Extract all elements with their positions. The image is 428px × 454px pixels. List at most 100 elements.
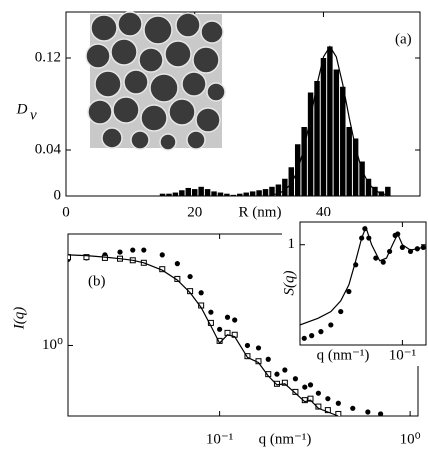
bar — [301, 127, 307, 196]
y-tick-label: 0 — [54, 187, 62, 203]
fit-line — [300, 225, 424, 326]
circle-marker — [244, 342, 251, 349]
bar — [237, 193, 243, 196]
circle-marker — [325, 396, 331, 402]
plot-area — [159, 45, 391, 196]
circle-marker — [208, 309, 214, 315]
x-tick-label: 10⁰ — [400, 431, 421, 447]
circle-marker — [130, 247, 136, 253]
bar — [365, 178, 372, 196]
bar — [179, 190, 185, 196]
panel-label: (b) — [88, 273, 106, 289]
circle-marker — [365, 409, 371, 415]
bar — [282, 178, 288, 196]
inset-background — [282, 216, 428, 366]
bar — [198, 186, 204, 196]
circle-marker — [117, 249, 123, 255]
square-marker — [83, 254, 90, 261]
circle-marker — [255, 345, 262, 351]
fit-line — [271, 45, 388, 196]
circle-marker — [309, 333, 315, 339]
bar — [262, 189, 269, 196]
bar — [249, 191, 256, 196]
y-axis-label: D — [16, 101, 28, 117]
square-marker — [273, 380, 280, 387]
bar — [230, 194, 237, 196]
plot-frame — [299, 221, 427, 346]
circle-marker — [274, 371, 280, 377]
circle-marker — [302, 384, 308, 390]
x-axis-label: R (nm) — [239, 204, 282, 220]
bar — [224, 193, 230, 196]
circle-marker — [232, 317, 238, 323]
bar — [159, 193, 166, 196]
square-marker — [292, 388, 299, 395]
inset: 10⁻¹ 1 q (nm⁻¹) S(q) — [281, 221, 427, 363]
y-tick-label: 0.12 — [35, 49, 61, 65]
bar — [320, 58, 327, 196]
circle-marker — [328, 322, 334, 328]
square-marker — [68, 254, 71, 261]
bar — [269, 186, 275, 196]
square-marker — [244, 353, 251, 360]
circle-marker — [335, 400, 341, 406]
circle-marker — [265, 356, 271, 362]
plot-area — [300, 225, 426, 341]
y-tick-label: 0.04 — [35, 141, 62, 157]
plot-frame — [65, 11, 421, 197]
fit-line — [68, 254, 339, 416]
circle-marker — [301, 335, 307, 341]
circle-marker — [224, 314, 231, 320]
square-marker — [335, 410, 342, 416]
circle-marker — [350, 405, 356, 411]
bar — [372, 186, 378, 196]
circle-marker — [346, 288, 352, 295]
circle-marker — [380, 259, 386, 265]
bar — [352, 138, 359, 196]
bar — [340, 86, 346, 196]
circle-marker — [282, 367, 288, 373]
bar — [211, 191, 217, 196]
bar — [307, 92, 314, 196]
circle-marker — [338, 308, 344, 315]
bar — [191, 189, 198, 196]
bar — [359, 161, 365, 196]
micrograph — [85, 11, 226, 151]
circle-marker — [217, 326, 223, 332]
bar — [327, 46, 333, 196]
circle-marker — [307, 382, 314, 388]
panel-label: (a) — [395, 31, 412, 47]
x-tick-label: 10⁻¹ — [206, 431, 233, 447]
bar — [185, 187, 192, 196]
circle-marker — [174, 261, 180, 267]
square-marker — [281, 379, 288, 386]
bar — [385, 186, 391, 196]
y-axis-label: I(q) — [11, 307, 27, 331]
circle-marker — [198, 290, 204, 296]
y-axis-label: S(q) — [281, 271, 297, 296]
x-tick-label: 20 — [187, 204, 202, 220]
bar — [217, 192, 224, 196]
circle-marker — [187, 273, 193, 280]
x-tick-label: 10⁻¹ — [389, 347, 416, 363]
circle-marker — [159, 252, 165, 258]
bar — [166, 193, 172, 196]
y-tick-label: 10⁰ — [42, 337, 63, 353]
circle-marker — [318, 329, 324, 335]
circle-marker — [420, 244, 426, 251]
x-axis-label: q (nm⁻¹) — [317, 347, 370, 363]
x-axis-label: q (nm⁻¹) — [259, 431, 312, 447]
y-tick-label: 1 — [288, 236, 296, 252]
bar — [275, 184, 282, 196]
y-axis-label-subscript: v — [30, 107, 37, 123]
bar — [288, 167, 295, 196]
bar — [243, 192, 249, 196]
circle-marker — [378, 411, 384, 416]
bar — [256, 190, 262, 196]
bar — [346, 127, 352, 196]
circle-marker — [292, 376, 299, 382]
circle-marker — [141, 247, 147, 253]
bar — [204, 189, 211, 196]
